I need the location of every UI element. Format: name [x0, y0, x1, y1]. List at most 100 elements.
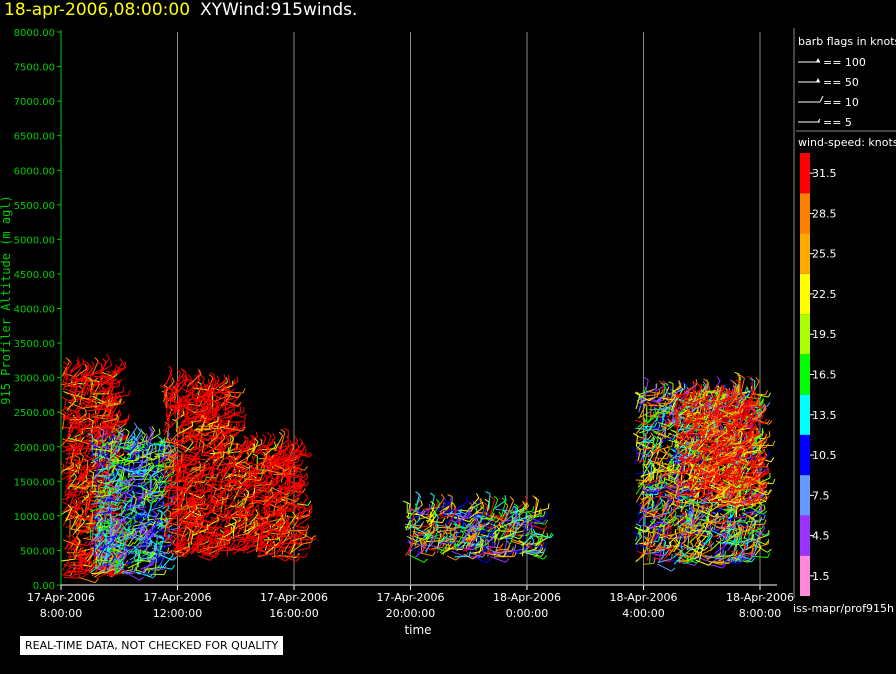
wind-barb: [124, 473, 137, 487]
wind-barb: [196, 395, 209, 405]
wind-barb-flag: [182, 544, 188, 550]
x-tick-time: 12:00:00: [153, 607, 202, 620]
wind-barb-flag: [441, 517, 446, 523]
wind-barb: [66, 488, 78, 499]
wind-barb: [67, 437, 82, 442]
wind-barb-flag: [97, 361, 103, 366]
wind-barb-flag: [129, 542, 134, 547]
wind-barb: [78, 502, 94, 508]
wind-barb-flag: [170, 496, 173, 502]
wind-barb-flag: [117, 471, 122, 476]
wind-barb-flag: [62, 361, 68, 365]
wind-barb: [64, 538, 71, 551]
wind-barb: [126, 520, 142, 528]
wind-barb-flag: [154, 453, 160, 457]
wind-barb-flag: [78, 554, 84, 559]
wind-barb-flag: [141, 443, 145, 449]
wind-barb: [65, 409, 81, 417]
y-tick-label: 3500.00: [14, 339, 55, 350]
wind-barb: [122, 531, 134, 538]
wind-barb-flag: [139, 576, 144, 581]
wind-barb: [106, 385, 120, 390]
wind-barb-flag: [119, 394, 122, 400]
wind-barb: [86, 435, 97, 448]
wind-barb-flag: [139, 499, 143, 505]
wind-barb: [151, 513, 158, 530]
wind-barb: [109, 403, 121, 405]
wind-barb-flag: [69, 378, 74, 383]
wind-barb: [112, 461, 127, 465]
wind-barb: [94, 433, 107, 441]
wind-barb: [94, 401, 108, 411]
wind-barb: [64, 568, 77, 575]
wind-barb: [100, 430, 110, 437]
y-tick-label: 0.00: [33, 581, 55, 592]
wind-barb: [137, 530, 152, 537]
wind-barb: [62, 376, 69, 391]
wind-barb: [144, 559, 157, 568]
wind-barb: [101, 414, 118, 418]
wind-barb: [91, 510, 94, 525]
wind-barb-flag: [59, 461, 65, 466]
wind-barb-flag: [87, 514, 92, 519]
wind-barb: [161, 554, 174, 569]
wind-barb-flag: [89, 513, 93, 519]
wind-barb-flag: [111, 480, 113, 486]
wind-barb-flag: [122, 386, 125, 392]
wind-barb: [92, 533, 104, 537]
wind-barb-flag: [81, 457, 86, 463]
wind-barb-flag: [108, 472, 112, 478]
wind-barb-flag: [230, 494, 234, 500]
wind-barb-flag: [76, 357, 80, 363]
wind-barb-flag: [306, 452, 312, 457]
wind-barb-flag: [120, 474, 123, 480]
wind-barb-flag: [121, 434, 126, 439]
wind-barb: [78, 560, 83, 571]
wind-barb: [62, 413, 73, 423]
wind-barb: [198, 541, 209, 547]
wind-barb-flag: [144, 523, 149, 529]
wind-barb-flag: [184, 453, 187, 459]
wind-barb-flag: [107, 520, 110, 526]
wind-barb: [145, 569, 160, 571]
wind-barb-flag: [119, 455, 124, 460]
wind-barb: [64, 479, 72, 494]
wind-barb-flag: [106, 520, 110, 526]
wind-barb: [116, 541, 131, 547]
wind-barb-flag: [141, 511, 146, 516]
wind-barb-flag: [270, 490, 274, 496]
wind-barb-flag: [76, 536, 81, 542]
wind-barb: [120, 505, 127, 517]
wind-barb-flag: [112, 370, 115, 376]
wind-barb: [81, 421, 97, 430]
wind-barb: [110, 419, 129, 426]
wind-barb: [148, 501, 160, 516]
wind-barb: [85, 503, 91, 517]
wind-barb: [149, 505, 164, 512]
wind-barb: [131, 431, 142, 446]
wind-barb-flag: [133, 545, 138, 550]
wind-barb-flag: [278, 431, 283, 437]
wind-barb: [85, 556, 92, 573]
wind-barb: [154, 559, 157, 574]
wind-barb: [227, 410, 244, 418]
wind-barb-flag: [504, 495, 507, 501]
wind-barb: [75, 368, 87, 378]
wind-barb: [71, 485, 86, 489]
wind-barb: [116, 561, 119, 574]
wind-barb-flag: [255, 432, 258, 438]
wind-barb: [99, 486, 118, 491]
wind-barb: [133, 527, 143, 537]
wind-barb: [104, 568, 116, 574]
wind-barb-flag: [198, 471, 201, 477]
wind-barb-flag: [104, 456, 110, 460]
wind-barb-flag: [152, 520, 157, 526]
wind-barb-flag: [133, 480, 138, 485]
wind-barb-flag: [66, 534, 71, 540]
wind-barb: [68, 417, 86, 424]
wind-barb: [111, 524, 122, 538]
wind-barb-flag: [147, 465, 150, 471]
wind-barb: [119, 555, 127, 568]
wind-barb-flag: [156, 466, 159, 472]
wind-barb: [180, 429, 198, 435]
